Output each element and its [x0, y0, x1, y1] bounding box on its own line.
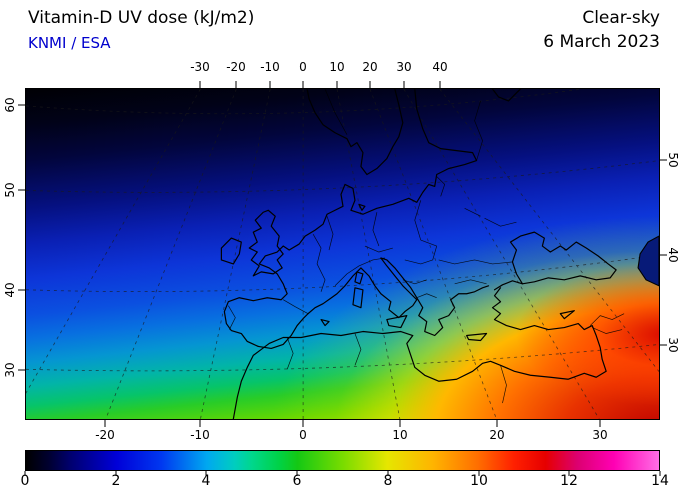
island-corsica — [354, 271, 364, 285]
meridian-line — [105, 89, 237, 419]
border-line — [354, 333, 362, 366]
lon-label-bottom: 0 — [299, 428, 307, 442]
border-line — [286, 337, 294, 370]
lat-label-right: 40 — [666, 247, 680, 263]
border-line — [592, 327, 623, 334]
border-line — [228, 305, 236, 330]
page-title: Vitamin-D UV dose (kJ/m2) — [28, 8, 255, 28]
border-line — [416, 293, 437, 299]
lon-label-bottom: 10 — [392, 428, 408, 442]
meridian-line — [369, 89, 497, 419]
colorbar-tick-label: 0 — [20, 473, 30, 489]
graticule — [26, 89, 659, 419]
coast-great-britain — [248, 209, 284, 277]
colorbar-tick-label: 2 — [111, 473, 121, 489]
border-line — [484, 217, 517, 227]
meridian-line — [26, 89, 201, 394]
lon-label-bottom: 20 — [489, 428, 505, 442]
border-line — [414, 200, 422, 241]
lon-label-top: -30 — [190, 60, 210, 74]
lon-label-top: 40 — [432, 60, 448, 74]
colorbar-tick-label: 10 — [470, 473, 488, 489]
island-mallorca — [320, 319, 330, 327]
island-sicily — [386, 315, 408, 329]
caspian-sea — [637, 235, 659, 287]
coastlines — [220, 89, 617, 419]
border-line — [438, 259, 513, 265]
colorbar-gradient — [25, 450, 660, 471]
colorbar-tick-label: 12 — [560, 473, 578, 489]
meridian-line — [336, 89, 401, 419]
coast-marmara-north — [493, 280, 524, 291]
lat-label-right: 50 — [666, 152, 680, 168]
border-line — [404, 239, 438, 265]
lon-label-top: -20 — [226, 60, 246, 74]
map-date: 6 March 2023 — [543, 32, 660, 52]
border-line — [372, 212, 380, 247]
lon-label-bottom: 30 — [592, 428, 608, 442]
border-line — [436, 176, 446, 197]
lon-label-top: 10 — [329, 60, 345, 74]
map-frame — [25, 88, 660, 420]
map-source: KNMI / ESA — [28, 34, 111, 52]
parallel-line — [26, 160, 659, 193]
colorbar-tick-label: 4 — [201, 473, 211, 489]
meridian-line — [439, 89, 659, 373]
lon-label-top: -10 — [260, 60, 280, 74]
coast-spain-med — [257, 313, 309, 350]
coast-turkey-levant-africa — [232, 287, 607, 419]
colorbar-tick-label: 6 — [292, 473, 302, 489]
sky-condition: Clear-sky — [582, 8, 660, 28]
lon-label-top: 20 — [362, 60, 378, 74]
map-overlay — [26, 89, 659, 419]
header-left: Vitamin-D UV dose (kJ/m2) KNMI / ESA — [28, 8, 254, 52]
meridian-line — [403, 89, 600, 419]
border-line — [464, 207, 481, 217]
parallel-line — [26, 344, 659, 372]
coast-ireland — [220, 237, 242, 265]
lat-label-left: 30 — [3, 362, 17, 378]
header-right: Clear-sky 6 March 2023 — [543, 8, 660, 52]
lat-label-left: 50 — [3, 182, 17, 198]
island-crete — [466, 332, 488, 342]
island-cyprus — [559, 310, 575, 320]
coast-black-sea — [509, 231, 617, 285]
border-line — [474, 100, 483, 161]
border-line — [326, 216, 334, 251]
lat-label-left: 60 — [3, 97, 17, 113]
parallel-line — [26, 89, 585, 115]
border-line — [454, 279, 487, 285]
parallel-line — [26, 254, 659, 292]
coast-white-sea — [491, 89, 522, 102]
lon-label-bottom: -20 — [95, 428, 115, 442]
border-line — [334, 257, 385, 287]
uv-dose-field — [26, 89, 659, 419]
lon-label-top: 0 — [299, 60, 307, 74]
coast-scandinavia — [306, 89, 404, 176]
island-sardinia — [352, 287, 364, 309]
coast-iberia-westeurope-baltic — [223, 89, 478, 348]
lon-label-top: 30 — [396, 60, 412, 74]
border-line — [589, 313, 625, 326]
coast-med-italy-balkans-greece — [307, 257, 490, 337]
border-line — [312, 233, 326, 292]
border-line — [324, 89, 348, 135]
border-line — [402, 279, 427, 285]
lat-label-right: 30 — [666, 337, 680, 353]
border-line — [500, 365, 507, 404]
country-borders — [228, 89, 625, 404]
border-line — [283, 299, 309, 314]
island-zealand — [358, 203, 366, 211]
meridian-line — [200, 89, 271, 419]
lon-label-bottom: -10 — [190, 428, 210, 442]
colorbar-tick-label: 14 — [651, 473, 669, 489]
border-line — [364, 245, 393, 253]
colorbar-tick-label: 8 — [383, 473, 393, 489]
lat-label-left: 40 — [3, 282, 17, 298]
